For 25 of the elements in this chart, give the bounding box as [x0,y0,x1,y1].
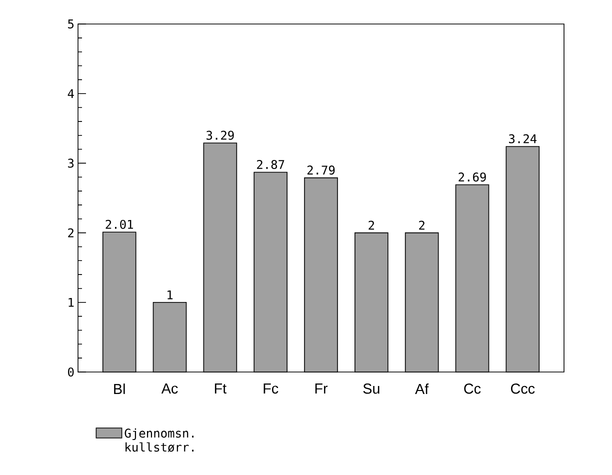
data-label: 2.69 [458,172,486,182]
x-tick-label: Ft [214,384,226,394]
x-tick-label: Fr [315,384,328,394]
x-tick-label: Fc [264,384,278,394]
x-tick-label: Cc [464,384,481,394]
data-label: 2 [368,220,374,230]
data-label: 2 [419,220,424,230]
y-tick-label: 2 [68,228,74,238]
data-label: 2.79 [307,166,335,175]
data-label: 2.87 [257,160,284,170]
data-label: 2.01 [106,220,133,229]
x-tick-label: Ac [161,384,178,394]
y-tick-label: 5 [68,20,74,28]
x-tick-label: Su [363,384,380,394]
x-tick-label: Bl [114,384,125,394]
legend-label: Gjennomsn. kullstørr. [124,428,194,452]
data-label: 3.29 [206,130,234,140]
data-label: 3.24 [509,134,537,144]
data-label: 1 [168,290,173,300]
x-tick-label: Af [415,384,429,394]
y-tick-label: 3 [68,158,74,168]
x-tick-label: Ccc [511,384,535,394]
y-tick-label: 0 [68,367,74,377]
y-tick-label: 4 [68,89,74,98]
y-tick-label: 1 [68,298,74,307]
